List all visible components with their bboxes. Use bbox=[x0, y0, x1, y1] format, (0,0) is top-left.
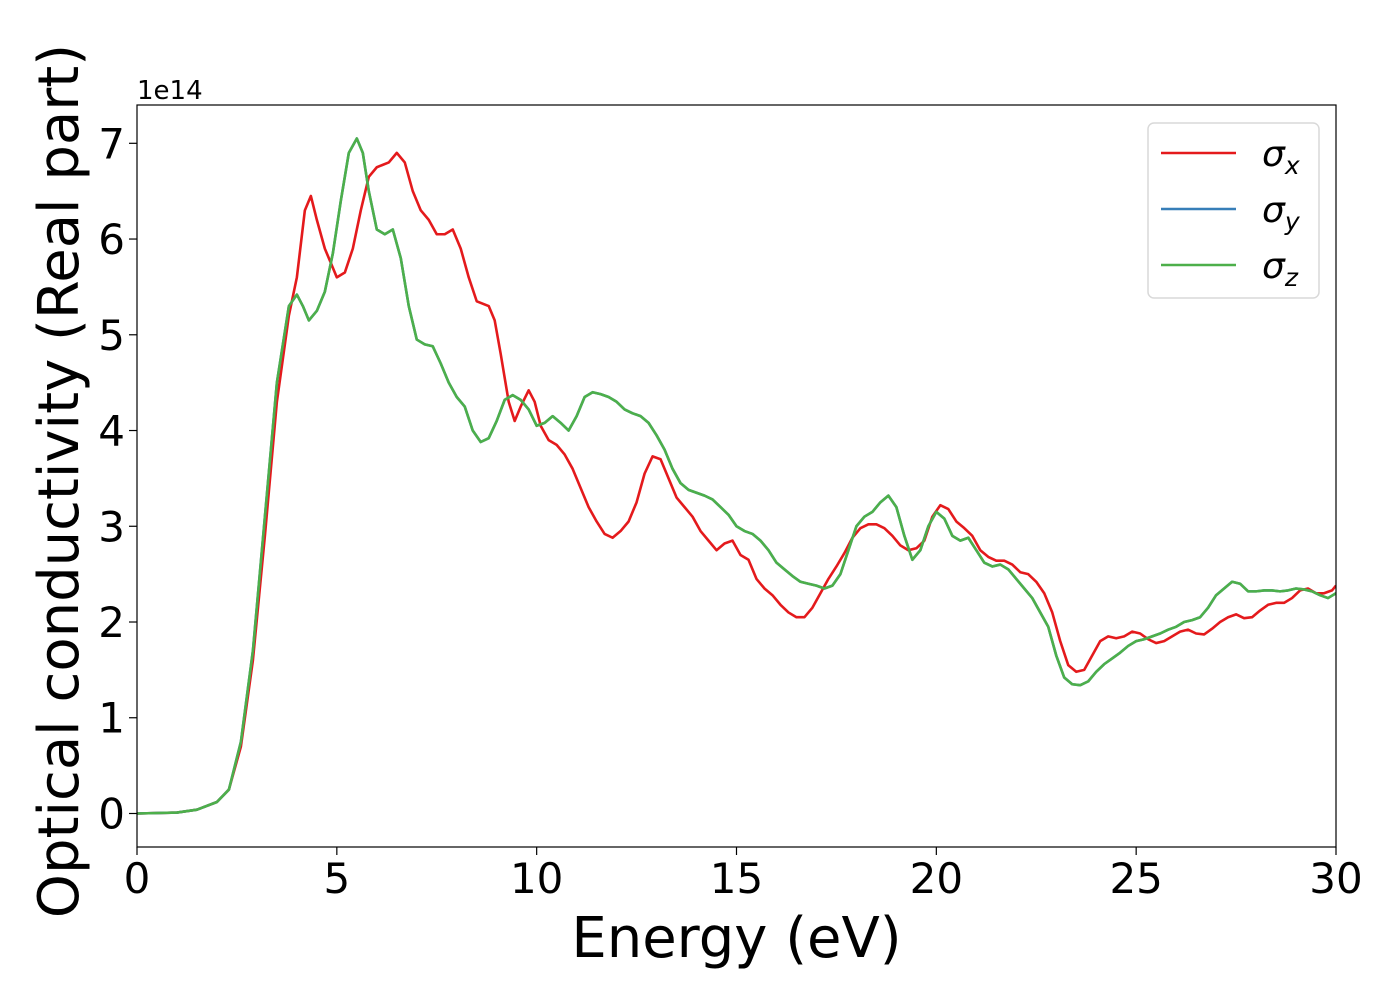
y-tick-label: 5 bbox=[98, 311, 125, 360]
legend-label-y: σy bbox=[1262, 190, 1301, 236]
legend-box bbox=[1147, 122, 1320, 299]
legend-label-subscript: y bbox=[1284, 207, 1301, 236]
y-axis-label: Optical conductivity (Real part) bbox=[27, 44, 92, 918]
y-axis-ticks: 0 1 2 3 4 5 6 7 bbox=[98, 119, 137, 838]
legend-label-base: σ bbox=[1262, 134, 1286, 175]
x-tick-label: 20 bbox=[910, 854, 963, 903]
y-tick-label: 3 bbox=[98, 502, 125, 551]
y-axis-offset-label: 1e14 bbox=[137, 76, 203, 106]
legend-label-subscript: z bbox=[1284, 263, 1299, 292]
x-axis-ticks: 0 5 10 15 20 25 30 bbox=[124, 847, 1363, 903]
legend-label-z: σz bbox=[1262, 246, 1299, 292]
y-tick-label: 7 bbox=[98, 119, 125, 168]
legend-label-base: σ bbox=[1262, 190, 1286, 231]
x-tick-label: 25 bbox=[1109, 854, 1162, 903]
x-tick-label: 0 bbox=[124, 854, 151, 903]
series-layer bbox=[137, 137, 1336, 815]
series-line-x bbox=[137, 151, 1336, 815]
y-tick-label: 0 bbox=[98, 789, 125, 838]
x-tick-label: 30 bbox=[1309, 854, 1362, 903]
series-line-z bbox=[137, 137, 1336, 815]
legend-label-subscript: x bbox=[1284, 151, 1300, 180]
legend-label-x: σx bbox=[1262, 134, 1300, 180]
y-tick-label: 2 bbox=[98, 598, 125, 647]
legend-label-base: σ bbox=[1262, 246, 1286, 287]
y-tick-label: 1 bbox=[98, 694, 125, 743]
x-tick-label: 10 bbox=[510, 854, 563, 903]
x-axis-label: Energy (eV) bbox=[571, 906, 901, 971]
y-tick-label: 4 bbox=[98, 407, 125, 456]
y-tick-label: 6 bbox=[98, 215, 125, 264]
x-tick-label: 5 bbox=[323, 854, 350, 903]
x-tick-label: 15 bbox=[710, 854, 763, 903]
